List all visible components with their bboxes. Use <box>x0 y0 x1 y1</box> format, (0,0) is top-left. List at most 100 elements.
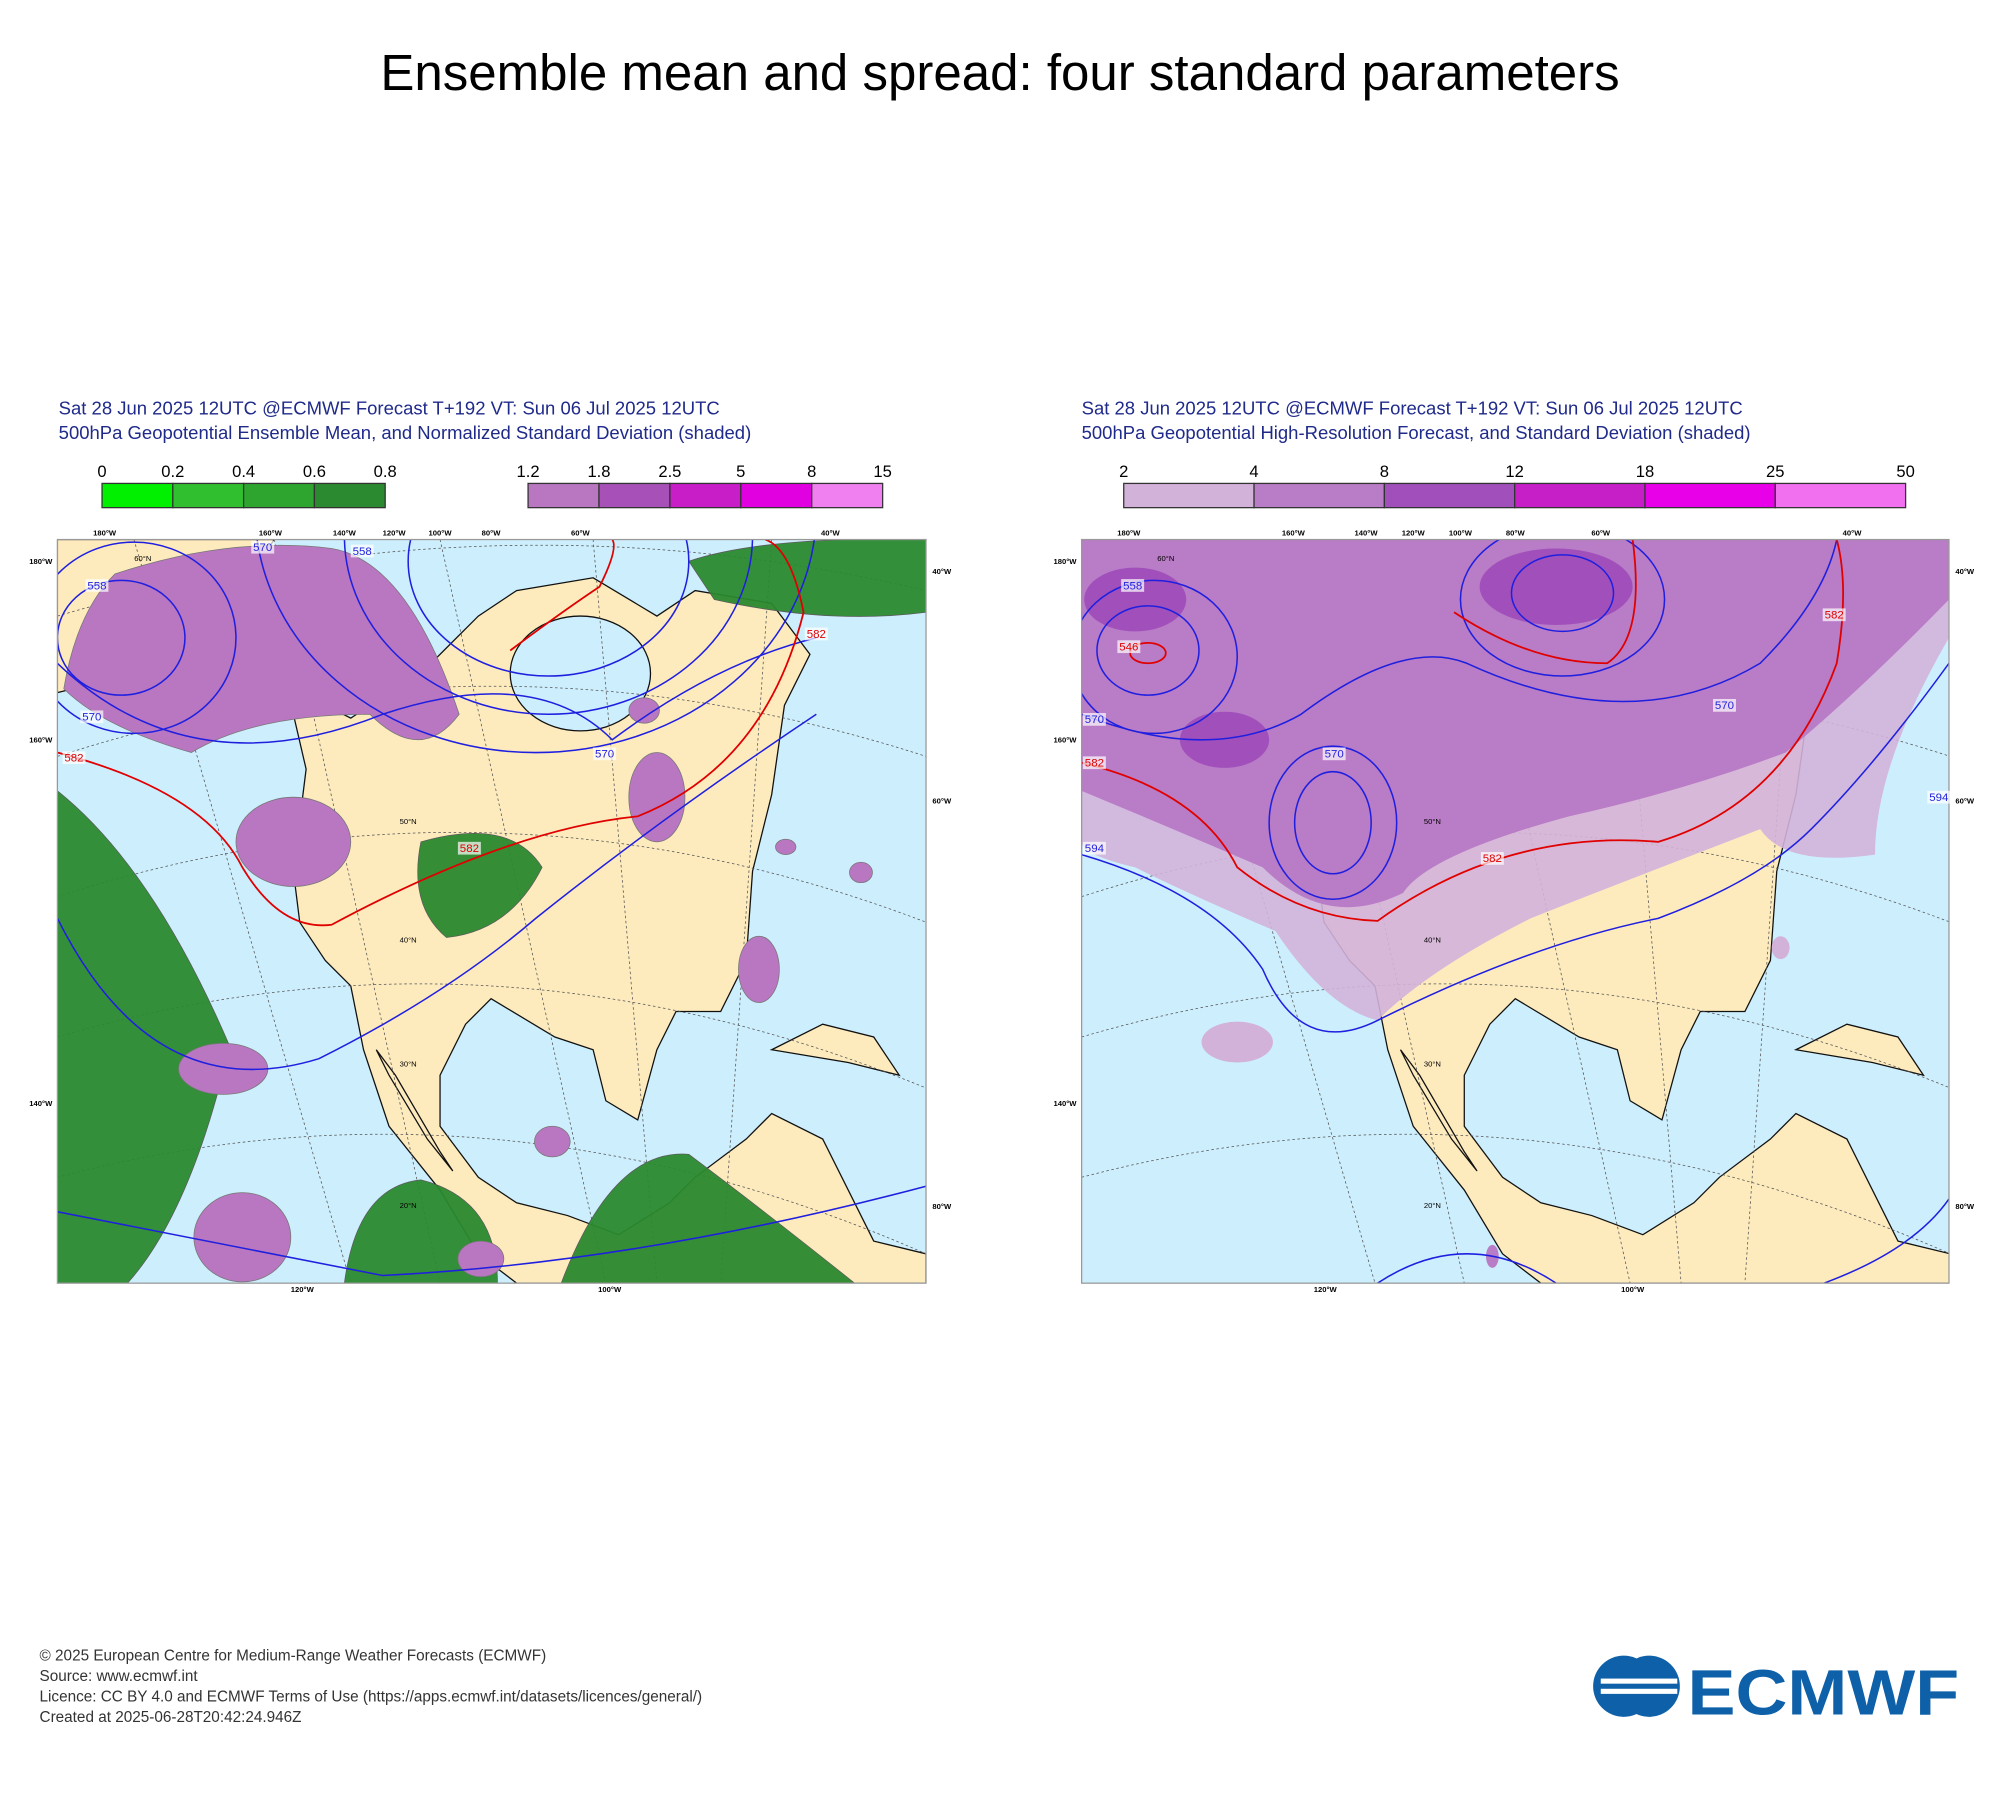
contour-label: 582 <box>1085 758 1104 770</box>
contour-label-bg <box>1082 713 1106 726</box>
lon-label: 40°W <box>821 529 841 538</box>
contours-red <box>57 539 805 927</box>
colorbar-label: 0.2 <box>161 462 184 481</box>
contour-label: 582 <box>64 752 83 764</box>
lon-label: 80°W <box>1955 1202 1975 1211</box>
colorbar-label: 0.4 <box>232 462 255 481</box>
lon-label: 100°W <box>598 1285 622 1294</box>
colorbar-label: 8 <box>1380 462 1389 481</box>
lon-label: 80°W <box>482 529 502 538</box>
lon-label: 40°W <box>932 567 952 576</box>
lat-label: 20°N <box>1424 1201 1441 1210</box>
lon-label: 80°W <box>1506 529 1526 538</box>
panel-header: Sat 28 Jun 2025 12UTC @ECMWF Forecast T+… <box>59 398 720 419</box>
contour-label: 594 <box>1085 843 1105 855</box>
colorbar-label: 8 <box>807 462 816 481</box>
lon-label: 60°W <box>571 529 591 538</box>
contour-label-bg <box>62 751 86 765</box>
colorbar-label: 2.5 <box>658 462 681 481</box>
colorbar-box <box>1123 482 1255 509</box>
lon-label: 140°W <box>29 1099 53 1108</box>
colorbar-label: 5 <box>736 462 745 481</box>
colorbar-box <box>811 482 884 509</box>
lon-label: 100°W <box>1621 1285 1645 1294</box>
colorbar-box <box>1514 482 1646 509</box>
contour-label: 570 <box>253 542 272 554</box>
contour-label-bg <box>80 710 104 724</box>
contours-blue <box>1081 539 1949 1284</box>
lon-label: 180°W <box>93 529 117 538</box>
lat-label: 50°N <box>400 817 417 826</box>
contour-label-bg <box>1713 698 1736 712</box>
contour-label: 582 <box>460 843 479 855</box>
contour-label-bg <box>1322 747 1346 761</box>
colorbar-box <box>1253 482 1385 509</box>
colorbar-box <box>740 482 813 509</box>
lat-label: 30°N <box>400 1059 417 1068</box>
contour-label: 558 <box>87 580 106 592</box>
colorbar-label: 0 <box>97 462 106 481</box>
logo: ECMWF <box>1593 1655 1959 1728</box>
contour-label: 546 <box>1119 642 1138 654</box>
logo-mark <box>1618 1655 1680 1717</box>
contour-label-bg <box>1480 852 1504 865</box>
lon-label: 100°W <box>1449 529 1473 538</box>
logo-stripe <box>1600 1688 1678 1694</box>
colorbar-box <box>669 482 742 509</box>
lon-label: 180°W <box>29 557 53 566</box>
lon-label: 100°W <box>429 529 453 538</box>
contour-label: 594 <box>1929 792 1949 804</box>
colorbar-box <box>101 482 174 509</box>
lat-label: 40°N <box>1424 936 1441 945</box>
lon-label: 120°W <box>383 529 407 538</box>
lon-label: 40°W <box>1955 567 1975 576</box>
panel-header: 500hPa Geopotential High-Resolution Fore… <box>1082 422 1751 443</box>
lat-label: 60°N <box>134 554 151 563</box>
shading-purple <box>63 544 873 1283</box>
lon-label: 60°W <box>1591 529 1611 538</box>
contour-label-bg <box>1822 608 1846 622</box>
contour-label-bg <box>350 544 374 558</box>
lon-label: 60°W <box>932 797 952 806</box>
lon-label: 160°W <box>29 735 53 744</box>
contour-label: 570 <box>1325 749 1344 761</box>
lon-label: 140°W <box>1355 529 1379 538</box>
contour-label: 570 <box>1085 714 1104 726</box>
contour-label: 582 <box>807 629 826 641</box>
lat-label: 50°N <box>1424 817 1441 826</box>
colorbar-label: 1.2 <box>517 462 540 481</box>
contour-label: 558 <box>1123 580 1142 592</box>
colorbar-box <box>313 482 386 509</box>
lon-label: 40°W <box>1843 529 1863 538</box>
contour-label-bg <box>1082 841 1106 855</box>
contour-label-bg <box>251 540 275 554</box>
contour-label-bg <box>457 841 481 855</box>
contour-label: 558 <box>353 546 372 558</box>
lon-label: 80°W <box>932 1202 952 1211</box>
colorbar-label: 0.6 <box>303 462 326 481</box>
map-frame <box>56 538 927 1284</box>
colorbar-label: 50 <box>1896 462 1914 481</box>
page-title: Ensemble mean and spread: four standard … <box>380 44 1619 101</box>
lon-label: 140°W <box>333 529 357 538</box>
panel-header: Sat 28 Jun 2025 12UTC @ECMWF Forecast T+… <box>1082 398 1743 419</box>
contour-label: 570 <box>1715 700 1734 712</box>
lon-label: 120°W <box>291 1285 315 1294</box>
map-frame <box>1080 538 1950 1284</box>
contour-label-bg <box>593 747 617 761</box>
footer-line: Created at 2025-06-28T20:42:24.946Z <box>40 1709 302 1726</box>
colorbar-label: 25 <box>1766 462 1784 481</box>
contour-label: 582 <box>1483 853 1502 865</box>
contour-label-bg <box>1121 579 1145 592</box>
shading-dark <box>1084 548 1633 768</box>
colorbar-box <box>1774 482 1907 509</box>
contour-label: 582 <box>1825 610 1844 622</box>
lat-label: 30°N <box>1424 1059 1441 1068</box>
lat-label: 40°N <box>400 936 417 945</box>
lon-label: 160°W <box>1054 735 1078 744</box>
lat-label: 20°N <box>400 1201 417 1210</box>
colorbar-box <box>1644 482 1776 509</box>
lon-label: 180°W <box>1117 529 1141 538</box>
